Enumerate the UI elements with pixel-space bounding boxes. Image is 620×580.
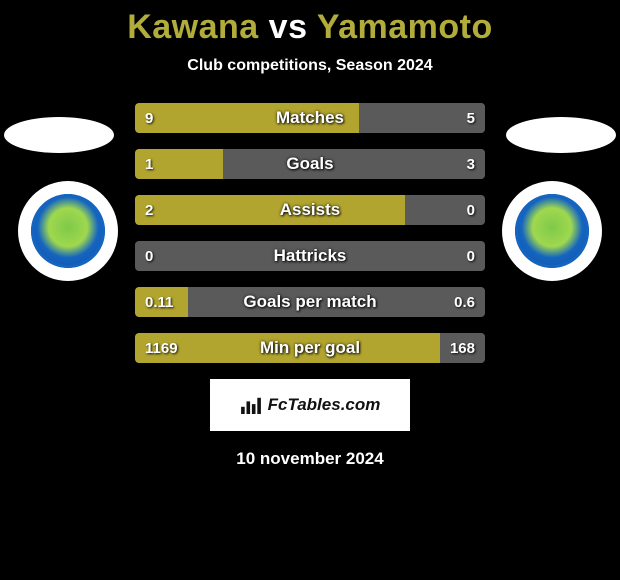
date-text: 10 november 2024 (0, 449, 620, 469)
stat-bar-row: 00Hattricks (135, 241, 485, 271)
stat-bar-row: 13Goals (135, 149, 485, 179)
player2-club-badge (502, 181, 602, 281)
club-crest-icon (515, 194, 589, 268)
comparison-title: Kawana vs Yamamoto (0, 0, 620, 47)
stat-bars: 95Matches 13Goals 20Assists 00Hattricks 0.11… (135, 103, 485, 363)
player2-silhouette (506, 117, 616, 153)
bar-chart-icon (240, 396, 262, 414)
stat-label: Min per goal (135, 333, 485, 363)
attribution-box: FcTables.com (210, 379, 410, 431)
stat-bar-row: 95Matches (135, 103, 485, 133)
stat-label: Goals (135, 149, 485, 179)
stat-bar-row: 1169168Min per goal (135, 333, 485, 363)
player1-silhouette (4, 117, 114, 153)
stat-label: Goals per match (135, 287, 485, 317)
vs-text: vs (269, 8, 308, 46)
subtitle: Club competitions, Season 2024 (0, 57, 620, 75)
attribution-text: FcTables.com (268, 395, 381, 415)
club-crest-icon (31, 194, 105, 268)
stat-label: Matches (135, 103, 485, 133)
stat-bar-row: 0.110.6Goals per match (135, 287, 485, 317)
player2-name: Yamamoto (317, 8, 493, 46)
player1-club-badge (18, 181, 118, 281)
stat-label: Assists (135, 195, 485, 225)
stat-label: Hattricks (135, 241, 485, 271)
player1-name: Kawana (127, 8, 259, 46)
stat-bar-row: 20Assists (135, 195, 485, 225)
comparison-content: 95Matches 13Goals 20Assists 00Hattricks 0.11… (0, 103, 620, 469)
